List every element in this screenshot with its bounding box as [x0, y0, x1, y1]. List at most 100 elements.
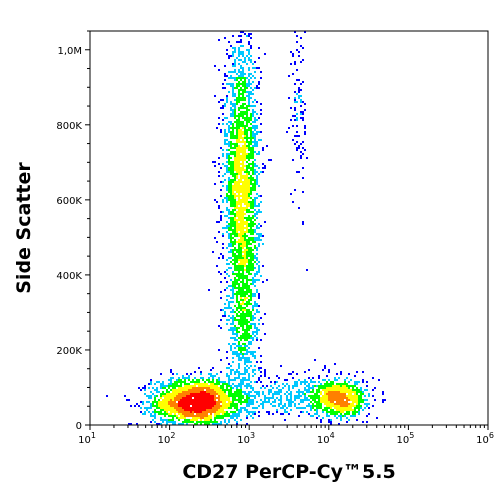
data-point	[252, 387, 254, 389]
data-point	[256, 253, 258, 255]
data-point	[294, 31, 296, 33]
data-point	[302, 117, 304, 119]
data-point	[282, 387, 284, 389]
data-point	[320, 393, 322, 395]
data-point	[246, 113, 248, 115]
data-point	[228, 229, 230, 231]
data-point	[238, 263, 240, 265]
data-point	[260, 139, 262, 141]
data-point	[240, 105, 242, 107]
data-point	[212, 407, 214, 409]
data-point	[242, 347, 244, 349]
data-point	[318, 387, 320, 389]
data-point	[230, 163, 232, 165]
data-point	[220, 387, 222, 389]
data-point	[174, 397, 176, 399]
data-point	[198, 391, 200, 393]
data-point	[258, 209, 260, 211]
data-point	[180, 393, 182, 395]
data-point	[242, 209, 244, 211]
data-point	[202, 395, 204, 397]
data-point	[342, 409, 344, 411]
data-point	[260, 103, 262, 105]
data-point	[244, 113, 246, 115]
data-point	[216, 411, 218, 413]
data-point	[308, 369, 310, 371]
data-point	[258, 293, 260, 295]
data-point	[292, 53, 294, 55]
data-point	[124, 395, 126, 397]
data-point	[258, 347, 260, 349]
data-point	[300, 99, 302, 101]
data-point	[280, 389, 282, 391]
data-point	[208, 393, 210, 395]
data-point	[232, 331, 234, 333]
data-point	[246, 95, 248, 97]
data-point	[252, 305, 254, 307]
data-point	[244, 189, 246, 191]
data-point	[238, 357, 240, 359]
data-point	[240, 349, 242, 351]
data-point	[160, 395, 162, 397]
data-point	[246, 85, 248, 87]
data-point	[252, 267, 254, 269]
data-point	[258, 117, 260, 119]
data-point	[246, 337, 248, 339]
data-point	[210, 369, 212, 371]
data-point	[218, 397, 220, 399]
data-point	[224, 135, 226, 137]
data-point	[256, 309, 258, 311]
data-point	[232, 63, 234, 65]
data-point	[248, 191, 250, 193]
data-point	[224, 419, 226, 421]
data-point	[296, 135, 298, 137]
data-point	[230, 317, 232, 319]
data-point	[300, 83, 302, 85]
data-point	[236, 173, 238, 175]
data-point	[330, 391, 332, 393]
data-point	[346, 413, 348, 415]
data-point	[248, 383, 250, 385]
data-point	[228, 315, 230, 317]
data-point	[252, 105, 254, 107]
data-point	[150, 421, 152, 423]
data-point	[194, 389, 196, 391]
data-point	[332, 413, 334, 415]
data-point	[252, 417, 254, 419]
data-point	[330, 401, 332, 403]
data-point	[244, 217, 246, 219]
data-point	[328, 415, 330, 417]
data-point	[354, 399, 356, 401]
data-point	[238, 195, 240, 197]
data-point	[244, 119, 246, 121]
data-point	[234, 293, 236, 295]
data-point	[226, 407, 228, 409]
data-point	[242, 355, 244, 357]
data-point	[228, 379, 230, 381]
data-point	[254, 261, 256, 263]
data-point	[236, 121, 238, 123]
y-tick-label: 1,0M	[57, 46, 82, 57]
data-point	[196, 409, 198, 411]
data-point	[240, 373, 242, 375]
data-point	[232, 103, 234, 105]
data-point	[250, 47, 252, 49]
data-point	[242, 307, 244, 309]
data-point	[250, 365, 252, 367]
data-point	[236, 41, 238, 43]
data-point	[252, 389, 254, 391]
data-point	[228, 77, 230, 79]
data-point	[232, 343, 234, 345]
data-point	[208, 419, 210, 421]
data-point	[178, 419, 180, 421]
data-point	[352, 395, 354, 397]
data-point	[220, 281, 222, 283]
data-point	[246, 231, 248, 233]
data-point	[242, 293, 244, 295]
data-point	[320, 391, 322, 393]
data-point	[160, 373, 162, 375]
data-point	[190, 401, 192, 403]
data-point	[242, 97, 244, 99]
data-point	[256, 145, 258, 147]
data-point	[248, 223, 250, 225]
